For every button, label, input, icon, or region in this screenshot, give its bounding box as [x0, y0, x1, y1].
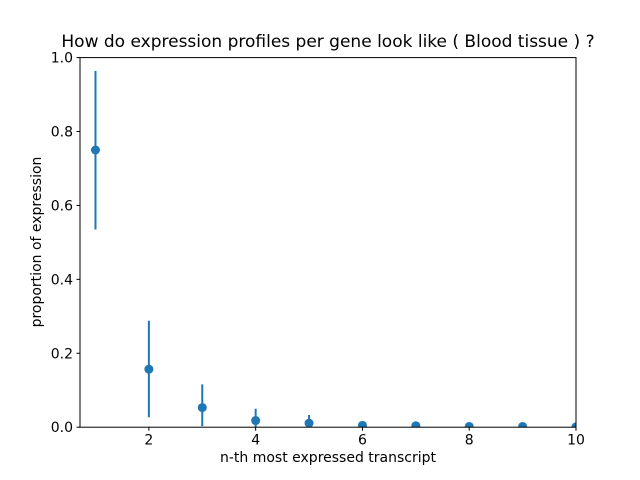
x-tick-label: 10 — [567, 433, 585, 449]
data-point — [464, 421, 474, 428]
y-axis-label: proportion of expression — [29, 157, 45, 328]
axes-ticks: 2 4 6 8 10 0.0 0.2 0.4 0.6 0.8 1.0 — [51, 51, 585, 449]
data-series — [90, 70, 576, 428]
axes-spines — [79, 57, 577, 428]
data-point — [251, 416, 261, 426]
y-tick-label: 0.0 — [51, 420, 73, 436]
data-point — [411, 421, 421, 428]
data-point — [357, 420, 367, 428]
x-tick-label: 2 — [144, 433, 153, 449]
data-point — [197, 403, 207, 413]
y-tick-label: 1.0 — [51, 51, 73, 67]
y-tick-label: 0.4 — [51, 272, 73, 288]
x-tick-label: 8 — [465, 433, 474, 449]
data-point — [90, 145, 100, 155]
x-axis-label: n-th most expressed transcript — [220, 450, 437, 466]
data-point — [571, 422, 576, 428]
data-point — [144, 364, 154, 374]
data-point — [304, 418, 314, 428]
chart-title: How do expression profiles per gene look… — [61, 32, 594, 52]
y-tick-label: 0.2 — [51, 346, 73, 362]
y-tick-label: 0.6 — [51, 198, 73, 214]
y-tick-label: 0.8 — [51, 125, 73, 141]
x-tick-label: 6 — [358, 433, 367, 449]
data-point — [518, 421, 528, 428]
x-tick-label: 4 — [251, 433, 260, 449]
